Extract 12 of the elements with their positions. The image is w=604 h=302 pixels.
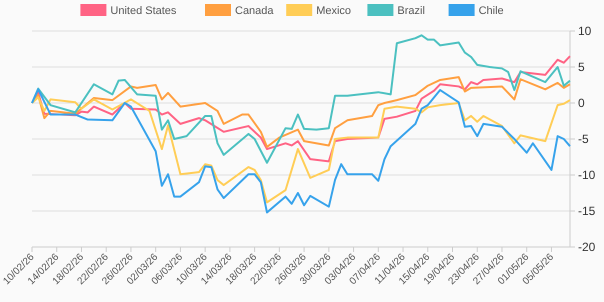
y-tick-label: 5: [578, 60, 585, 74]
legend-label: United States: [110, 4, 177, 17]
y-tick-label: -10: [578, 168, 596, 182]
legend-label: Canada: [235, 4, 274, 17]
y-tick-label: -20: [578, 240, 596, 254]
legend-label: Chile: [478, 4, 504, 17]
y-tick-label: -15: [578, 204, 596, 218]
y-tick-label: -5: [578, 132, 589, 146]
y-tick-label: 10: [578, 24, 592, 38]
legend-label: Mexico: [316, 4, 352, 17]
legend-label: Brazil: [397, 4, 425, 17]
y-tick-label: 0: [578, 96, 585, 110]
